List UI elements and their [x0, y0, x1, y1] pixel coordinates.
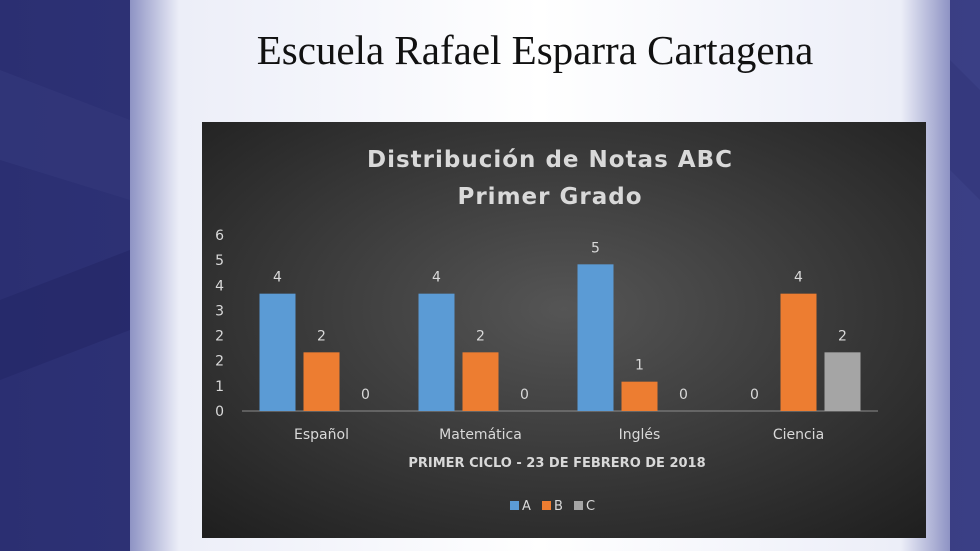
- data-label: 4: [794, 270, 803, 286]
- y-tick-label: 0: [215, 404, 224, 420]
- data-label: 1: [635, 358, 644, 374]
- data-label: 0: [520, 387, 529, 403]
- legend-label: A: [522, 499, 531, 514]
- data-label: 5: [591, 240, 600, 256]
- x-category-label: Español: [294, 427, 349, 443]
- y-tick-label: 5: [215, 253, 224, 269]
- data-label: 2: [317, 328, 326, 344]
- legend-swatch-b: [542, 501, 551, 510]
- data-label: 0: [750, 387, 759, 403]
- chart-title-line1: Distribución de Notas ABC: [367, 147, 733, 173]
- data-label: 4: [273, 270, 282, 286]
- data-label: 4: [432, 270, 441, 286]
- bar-a: [577, 264, 614, 411]
- data-label: 2: [838, 328, 847, 344]
- chart-title-line2: Primer Grado: [457, 184, 642, 210]
- x-category-label: Inglés: [619, 427, 661, 443]
- bar-c: [824, 352, 861, 411]
- bar-b: [621, 381, 658, 411]
- legend-label: C: [586, 499, 595, 514]
- legend-swatch-c: [574, 501, 583, 510]
- x-category-label: Matemática: [439, 427, 522, 443]
- bar-chart: Distribución de Notas ABC Primer Grado 0…: [202, 122, 926, 538]
- y-tick-label: 1: [215, 379, 224, 395]
- legend-label: B: [554, 499, 563, 514]
- y-tick-label: 2: [215, 354, 224, 370]
- y-tick-label: 6: [215, 228, 224, 244]
- x-axis-title: PRIMER CICLO - 23 DE FEBRERO DE 2018: [408, 456, 705, 471]
- bar-b: [780, 293, 817, 411]
- y-tick-label: 2: [215, 329, 224, 345]
- bar-a: [259, 293, 296, 411]
- y-tick-label: 4: [215, 278, 224, 294]
- bar-b: [462, 352, 499, 411]
- data-label: 0: [361, 387, 370, 403]
- slide-title: Escuela Rafael Esparra Cartagena: [256, 27, 814, 73]
- chart-panel: Distribución de Notas ABC Primer Grado 0…: [202, 122, 926, 538]
- legend-swatch-a: [510, 501, 519, 510]
- y-tick-label: 3: [215, 303, 224, 319]
- data-label: 2: [476, 328, 485, 344]
- data-label: 0: [679, 387, 688, 403]
- bar-b: [303, 352, 340, 411]
- bar-a: [418, 293, 455, 411]
- x-category-label: Ciencia: [773, 427, 824, 443]
